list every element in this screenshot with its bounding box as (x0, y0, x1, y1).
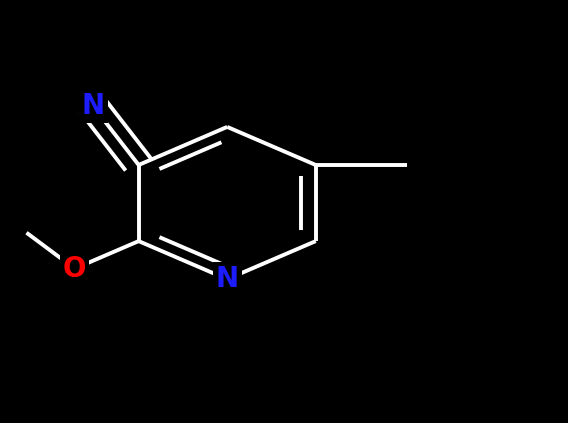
Text: N: N (216, 265, 239, 293)
Text: N: N (82, 92, 105, 121)
Text: O: O (63, 255, 86, 283)
